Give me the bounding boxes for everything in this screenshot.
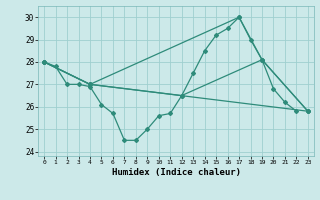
X-axis label: Humidex (Indice chaleur): Humidex (Indice chaleur) [111,168,241,177]
